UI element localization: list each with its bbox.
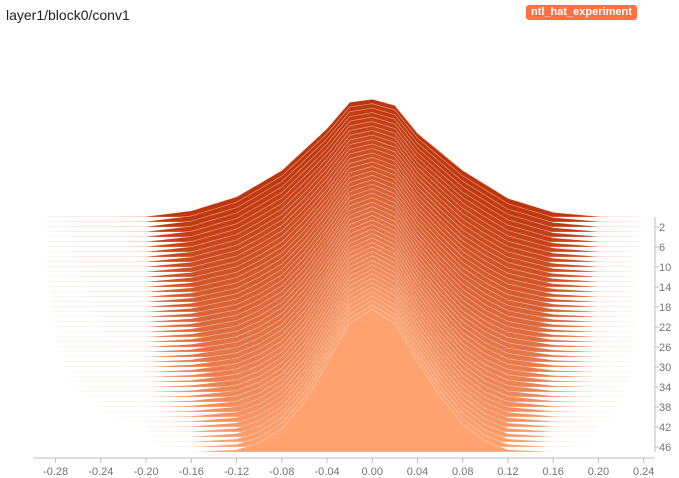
- y-tick-label: 10: [659, 262, 671, 274]
- x-tick-label: -0.20: [134, 466, 159, 478]
- legend-badge[interactable]: ntl_hat_experiment: [526, 5, 637, 20]
- x-tick-label: 0.24: [633, 466, 654, 478]
- x-tick-label: 0.16: [543, 466, 564, 478]
- y-tick-label: 22: [659, 322, 671, 334]
- y-tick-label: 30: [659, 362, 671, 374]
- y-tick-label: 6: [659, 242, 665, 254]
- y-tick-label: 26: [659, 342, 671, 354]
- x-tick-label: -0.04: [314, 466, 339, 478]
- y-tick-label: 14: [659, 282, 671, 294]
- y-tick-label: 38: [659, 402, 671, 414]
- y-tick-label: 46: [659, 442, 671, 454]
- x-tick-label: 0.04: [407, 466, 428, 478]
- x-axis: -0.28 -0.24 -0.20 -0.16 -0.12 -0.08 -0.04 0.00 0…: [33, 457, 655, 478]
- histogram-slices: [33, 98, 655, 453]
- y-tick-label: 18: [659, 302, 671, 314]
- x-tick-label: -0.16: [179, 466, 204, 478]
- x-tick-label: 0.20: [588, 466, 609, 478]
- y-tick-label: 42: [659, 422, 671, 434]
- x-tick-label: -0.12: [224, 466, 249, 478]
- x-tick-label: -0.08: [269, 466, 294, 478]
- x-tick-label: 0.08: [452, 466, 473, 478]
- y-tick-label: 2: [659, 222, 665, 234]
- y-tick-label: 34: [659, 382, 671, 394]
- x-tick-label: 0.00: [362, 466, 383, 478]
- histogram-slice-step-47: [33, 309, 655, 453]
- x-tick-label: -0.28: [43, 466, 68, 478]
- x-tick-label: -0.24: [88, 466, 113, 478]
- chart-title: layer1/block0/conv1: [6, 7, 130, 23]
- x-tick-label: 0.12: [497, 466, 518, 478]
